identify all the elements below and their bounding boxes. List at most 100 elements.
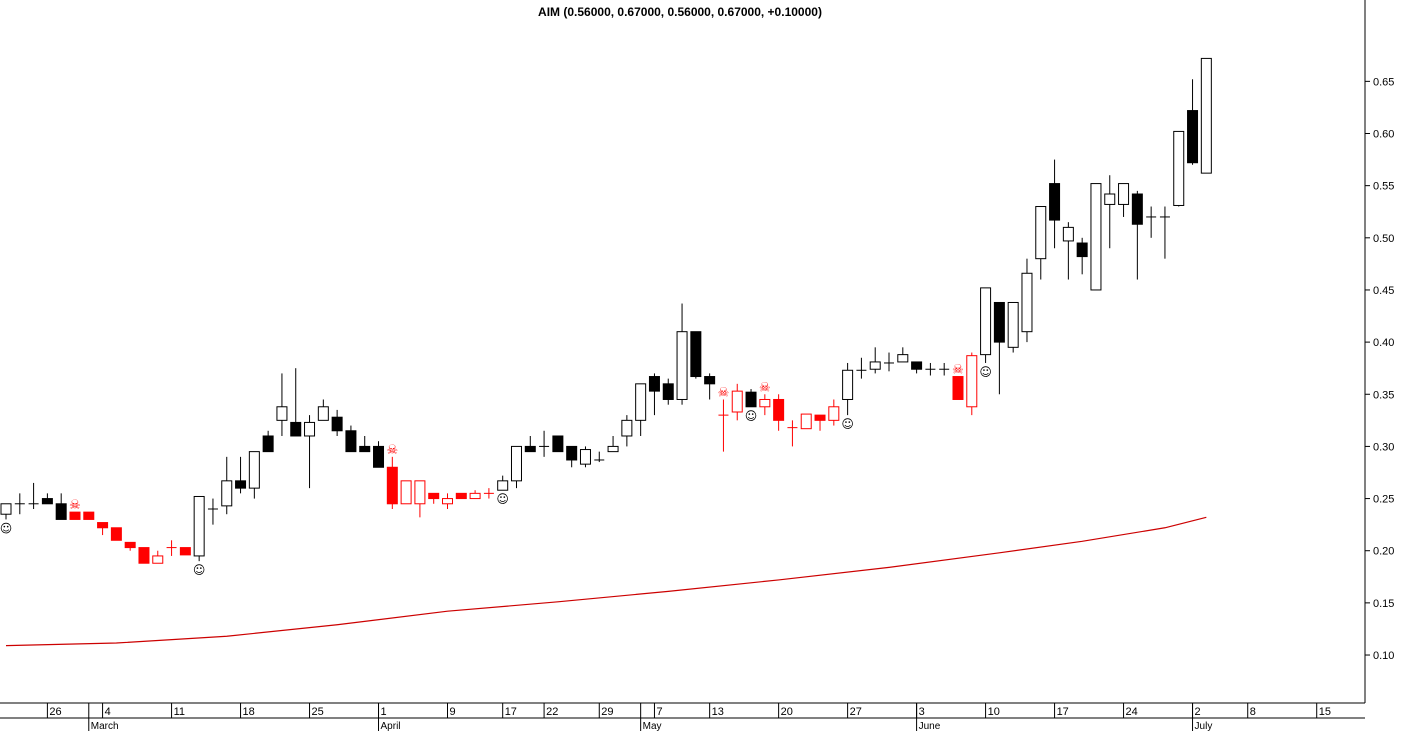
candle-body — [69, 511, 81, 520]
candle-body — [1173, 130, 1185, 206]
y-tick-label: 0.15 — [1373, 598, 1394, 610]
y-tick-label: 0.60 — [1373, 129, 1394, 141]
candle-body — [0, 503, 12, 515]
signal: ☺ — [841, 417, 854, 431]
signal: ☺ — [496, 492, 509, 506]
candle-body — [179, 547, 191, 556]
candle-body — [800, 413, 812, 430]
candle-body — [897, 354, 909, 363]
candle-body — [1090, 183, 1102, 291]
candle-body — [607, 445, 619, 453]
y-tick-label: 0.35 — [1373, 389, 1394, 401]
y-tick-label: 0.10 — [1373, 650, 1394, 662]
candle-body — [773, 398, 785, 421]
x-tick-label: 25 — [312, 706, 324, 718]
signal: ☺ — [0, 521, 12, 535]
candle-body — [331, 416, 343, 432]
x-tick-label: 8 — [1250, 706, 1256, 718]
candle-body — [304, 421, 316, 437]
candle-body — [552, 435, 564, 453]
candle-body — [97, 522, 109, 529]
candle-body — [1049, 183, 1061, 221]
candle-body — [428, 492, 440, 500]
candle-body — [469, 492, 481, 500]
candle-body — [635, 383, 647, 421]
month-label: July — [1195, 721, 1213, 731]
candle-body — [497, 480, 509, 491]
candle-body — [193, 495, 205, 557]
candle-body — [662, 383, 674, 400]
x-tick-label: 26 — [49, 706, 61, 718]
x-tick-label: 10 — [988, 706, 1000, 718]
x-tick-label: 7 — [656, 706, 662, 718]
candle-body — [124, 541, 136, 549]
signal: ☠ — [952, 363, 964, 378]
candle-body — [221, 480, 233, 507]
candle-body — [745, 391, 757, 408]
candle-body — [373, 445, 385, 468]
x-tick-label: 24 — [1126, 706, 1138, 718]
candle-body — [869, 361, 881, 370]
candle-body — [55, 503, 67, 520]
candle-body — [676, 331, 688, 400]
x-tick-label: 1 — [381, 706, 387, 718]
candle-body — [980, 287, 992, 356]
x-tick-label: 11 — [174, 706, 185, 718]
month-label: March — [91, 721, 119, 731]
signal: ☠ — [386, 443, 398, 458]
x-tick-label: 17 — [1057, 706, 1069, 718]
candle-body — [345, 430, 357, 453]
candle-body — [966, 355, 978, 408]
signal: ☺ — [193, 563, 206, 577]
candle-body — [524, 445, 536, 453]
candle-body — [152, 555, 164, 564]
candle-body — [648, 376, 660, 392]
y-tick-label: 0.50 — [1373, 233, 1394, 245]
candle-body — [814, 414, 826, 421]
y-tick-label: 0.45 — [1373, 285, 1394, 297]
chart-title: AIM (0.56000, 0.67000, 0.56000, 0.67000,… — [538, 5, 822, 19]
candle-body — [110, 527, 122, 541]
candle-body — [400, 480, 412, 505]
x-tick-label: 18 — [243, 706, 255, 718]
candle-body — [993, 301, 1005, 343]
signal: ☺ — [745, 409, 758, 423]
candle-body — [566, 445, 578, 461]
candle-body — [1035, 206, 1047, 260]
x-tick-label: 29 — [601, 706, 613, 718]
candle-body — [1007, 301, 1019, 348]
candle-body — [248, 451, 260, 489]
month-label: June — [919, 721, 941, 731]
x-tick-label: 22 — [546, 706, 558, 718]
candle-body — [1200, 57, 1212, 174]
candle-body — [359, 445, 371, 453]
candle-body — [842, 369, 854, 400]
candle-body — [262, 435, 274, 453]
candle-body — [442, 498, 454, 505]
y-tick-label: 0.25 — [1373, 494, 1394, 506]
x-tick-label: 9 — [450, 706, 456, 718]
signal: ☺ — [979, 365, 992, 379]
candle-body — [1131, 193, 1143, 225]
candle-body — [1062, 226, 1074, 242]
candle-body — [83, 511, 95, 520]
candle-body — [1187, 110, 1199, 164]
x-tick-label: 20 — [781, 706, 793, 718]
candle-body — [690, 331, 702, 378]
candle-body — [1118, 183, 1130, 205]
y-tick-label: 0.55 — [1373, 181, 1394, 193]
y-tick-label: 0.40 — [1373, 337, 1394, 349]
month-label: May — [643, 721, 662, 731]
candle-body — [704, 376, 716, 385]
signal: ☠ — [759, 380, 771, 395]
x-tick-label: 2 — [1195, 706, 1201, 718]
candle-body — [1104, 193, 1116, 205]
y-tick-label: 0.65 — [1373, 76, 1394, 88]
candle-body — [414, 480, 426, 505]
candle-body — [41, 498, 53, 505]
candle-body — [317, 406, 329, 421]
candle-body — [276, 406, 288, 421]
x-tick-label: 4 — [105, 706, 111, 718]
candle-body — [1076, 242, 1088, 258]
